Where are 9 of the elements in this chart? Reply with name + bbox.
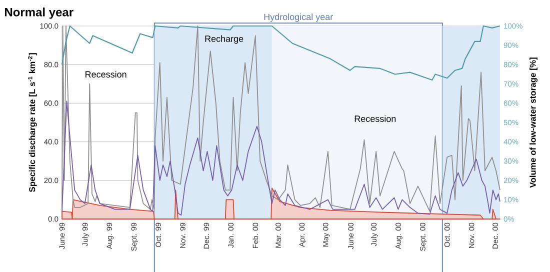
chart-title: Normal year	[5, 8, 74, 19]
y2-axis-title: Volume of low-water storage [%]	[530, 58, 538, 188]
y-axis-title: Specific discharge rate [L s$^{-1}$ km$^{-2}$]	[28, 53, 37, 192]
line-series	[62, 100, 500, 216]
annotation: Recession	[86, 70, 126, 78]
annotation: Recession	[354, 115, 396, 122]
line-series	[61, 25, 501, 81]
band-label: Hydrological year	[264, 14, 333, 22]
annotation: Recharge	[205, 35, 244, 44]
